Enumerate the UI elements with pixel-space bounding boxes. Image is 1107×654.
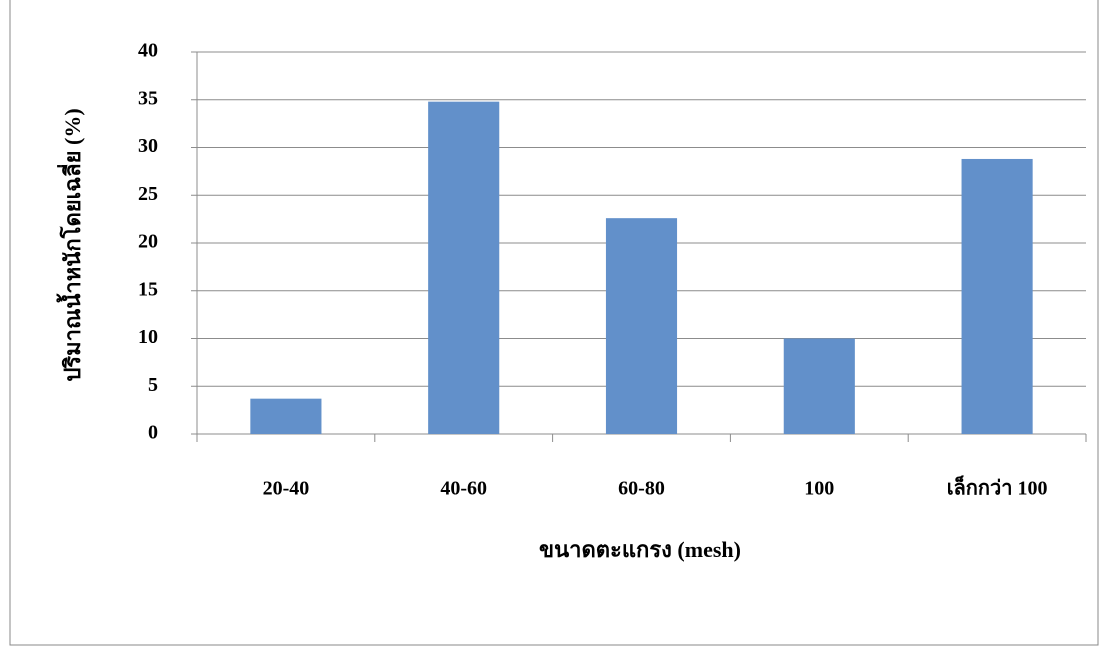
y-tick-label: 0 [148, 422, 158, 444]
bar [250, 398, 322, 434]
bar [428, 101, 500, 434]
chart-frame [9, 0, 1099, 646]
x-tick-label: เล็กกว่า 100 [947, 475, 1048, 500]
y-tick-label: 40 [138, 40, 158, 62]
bar [961, 158, 1033, 434]
y-tick-label: 20 [138, 231, 158, 253]
x-tick-label: 100 [804, 478, 834, 500]
y-tick-label: 30 [138, 135, 158, 157]
y-axis-title: ปริมาณน้ำหนักโดยเฉลี่ย (%) [56, 108, 85, 381]
bar [605, 218, 678, 434]
x-tick-label: 20-40 [263, 478, 310, 500]
bar [783, 338, 855, 434]
y-tick-label: 10 [138, 326, 158, 348]
x-tick-label: 40-60 [440, 478, 487, 500]
y-tick-label: 35 [138, 87, 158, 109]
y-tick-label: 25 [138, 183, 158, 205]
y-tick-label: 15 [138, 278, 158, 300]
x-axis-title: ขนาดตะแกรง (mesh) [539, 537, 741, 562]
x-tick-label: 60-80 [618, 478, 665, 500]
y-tick-label: 5 [148, 374, 158, 396]
